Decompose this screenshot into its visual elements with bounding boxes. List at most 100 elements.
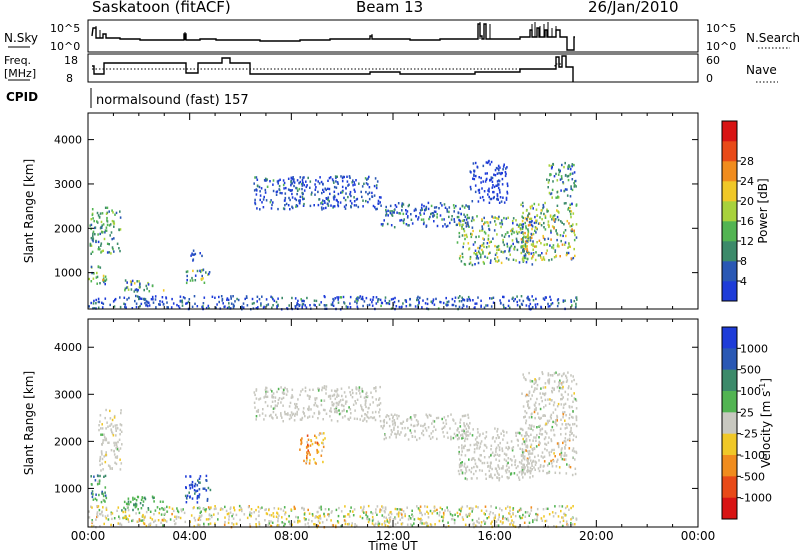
power-cell — [507, 304, 510, 308]
power-cell — [482, 252, 484, 255]
power-cell — [90, 218, 93, 221]
velocity-cell — [535, 406, 537, 410]
velocity-cell — [161, 507, 163, 510]
velocity-cell — [328, 514, 330, 518]
velocity-cell — [349, 510, 352, 513]
velocity-cell — [476, 436, 478, 439]
velocity-cell — [378, 398, 380, 401]
velocity-cell — [273, 406, 276, 410]
velocity-cell — [238, 508, 241, 512]
power-cell — [181, 299, 183, 302]
velocity-cell — [492, 512, 494, 515]
power-cell — [488, 228, 491, 232]
power-cell — [314, 193, 316, 196]
velocity-cell — [523, 440, 526, 443]
power-cell — [409, 297, 411, 301]
velocity-cell — [314, 516, 317, 519]
power-cell — [453, 218, 455, 221]
velocity-cell — [352, 403, 355, 406]
velocity-cell — [352, 510, 354, 513]
velocity-cell — [565, 376, 568, 379]
power-cell — [513, 231, 515, 234]
velocity-cell — [571, 449, 574, 452]
velocity-cell — [409, 416, 412, 419]
velocity-cell — [443, 513, 445, 516]
velocity-cell — [552, 515, 555, 518]
power-colorbar-tick-label: 28 — [740, 155, 754, 168]
power-cell — [545, 252, 548, 255]
velocity-cell — [554, 408, 557, 411]
power-cell — [487, 234, 490, 237]
power-cell — [528, 252, 530, 256]
power-cell — [368, 175, 370, 179]
power-cell — [479, 256, 482, 259]
velocity-cell — [269, 388, 272, 391]
velocity-cell — [440, 515, 443, 518]
velocity-cell — [103, 433, 105, 436]
power-cell — [301, 184, 304, 187]
power-cell — [115, 211, 118, 215]
velocity-cell — [206, 497, 209, 501]
power-cell — [476, 255, 479, 258]
power-cell — [494, 259, 497, 263]
power-cell — [415, 208, 417, 212]
velocity-cell — [313, 523, 315, 526]
power-cell — [554, 218, 557, 221]
power-cell — [475, 235, 477, 239]
power-cell — [265, 199, 268, 202]
power-cell — [509, 253, 511, 256]
power-cell — [562, 299, 565, 302]
velocity-cell — [306, 458, 308, 461]
velocity-cell — [361, 509, 364, 512]
velocity-cell — [463, 465, 466, 468]
power-cell — [487, 189, 489, 192]
velocity-cell — [360, 406, 363, 409]
power-cell — [439, 214, 442, 217]
velocity-cell — [235, 522, 238, 525]
velocity-cell — [414, 435, 416, 439]
power-frame — [87, 112, 699, 310]
power-cell — [295, 205, 297, 208]
power-cell — [341, 191, 344, 194]
power-cell — [489, 221, 492, 224]
velocity-cell — [523, 455, 526, 458]
power-cell — [570, 257, 573, 260]
velocity-cell — [200, 514, 203, 517]
power-cell — [339, 201, 342, 204]
velocity-cell — [505, 446, 507, 449]
power-cell — [569, 203, 571, 206]
velocity-cell — [512, 446, 515, 449]
power-cell — [493, 173, 495, 176]
velocity-cell — [449, 510, 451, 514]
velocity-cell — [463, 424, 466, 427]
power-cell — [479, 229, 481, 233]
power-cell — [392, 297, 395, 301]
power-cell — [220, 295, 223, 298]
velocity-cell — [325, 388, 327, 391]
power-cell — [104, 279, 107, 283]
power-cell — [505, 217, 508, 220]
velocity-cell — [533, 425, 535, 428]
velocity-cell — [109, 424, 111, 427]
power-cell — [494, 244, 496, 248]
velocity-cell — [319, 521, 321, 525]
velocity-cell — [507, 445, 510, 449]
power-cell — [461, 204, 464, 208]
velocity-cell — [490, 505, 492, 508]
power-cell — [490, 240, 492, 243]
velocity-cell — [386, 520, 389, 523]
velocity-cell — [267, 523, 270, 526]
velocity-cell — [176, 507, 178, 510]
power-cell — [550, 303, 552, 306]
power-cell — [515, 230, 518, 233]
power-cell — [531, 306, 534, 309]
velocity-cell — [293, 520, 296, 523]
power-cell — [119, 296, 121, 299]
velocity-cell — [522, 513, 524, 517]
power-cell — [112, 222, 115, 225]
velocity-cell — [562, 519, 565, 522]
power-cell — [540, 242, 542, 245]
velocity-cell — [315, 397, 318, 400]
power-cell — [133, 282, 136, 285]
velocity-cell — [466, 505, 468, 508]
